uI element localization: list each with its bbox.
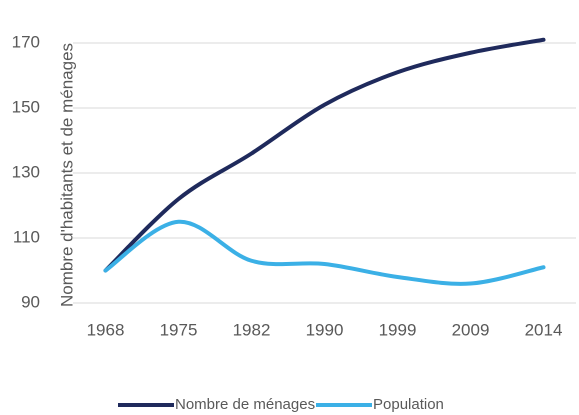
x-tick-label: 1968: [87, 320, 125, 339]
line-series: [103, 219, 546, 286]
x-tick-label: 2014: [525, 320, 563, 339]
y-tick-label: 110: [13, 227, 40, 246]
legend-label: Population: [373, 396, 444, 413]
x-tick-label: 1975: [160, 320, 198, 339]
x-tick-label: 2009: [452, 320, 490, 339]
x-tick-label: 1999: [379, 320, 417, 339]
x-tick-label: 1982: [233, 320, 271, 339]
x-tick-label: 1990: [306, 320, 344, 339]
y-tick-label: 130: [12, 162, 40, 181]
y-tick-label: 150: [12, 97, 40, 116]
y-tick-label: 90: [21, 292, 40, 311]
legend-label: Nombre de ménages: [175, 396, 315, 413]
line-series: [103, 37, 546, 273]
y-axis-label: Nombre d'habitants et de ménages: [57, 43, 76, 307]
y-tick-label: 170: [12, 32, 40, 51]
